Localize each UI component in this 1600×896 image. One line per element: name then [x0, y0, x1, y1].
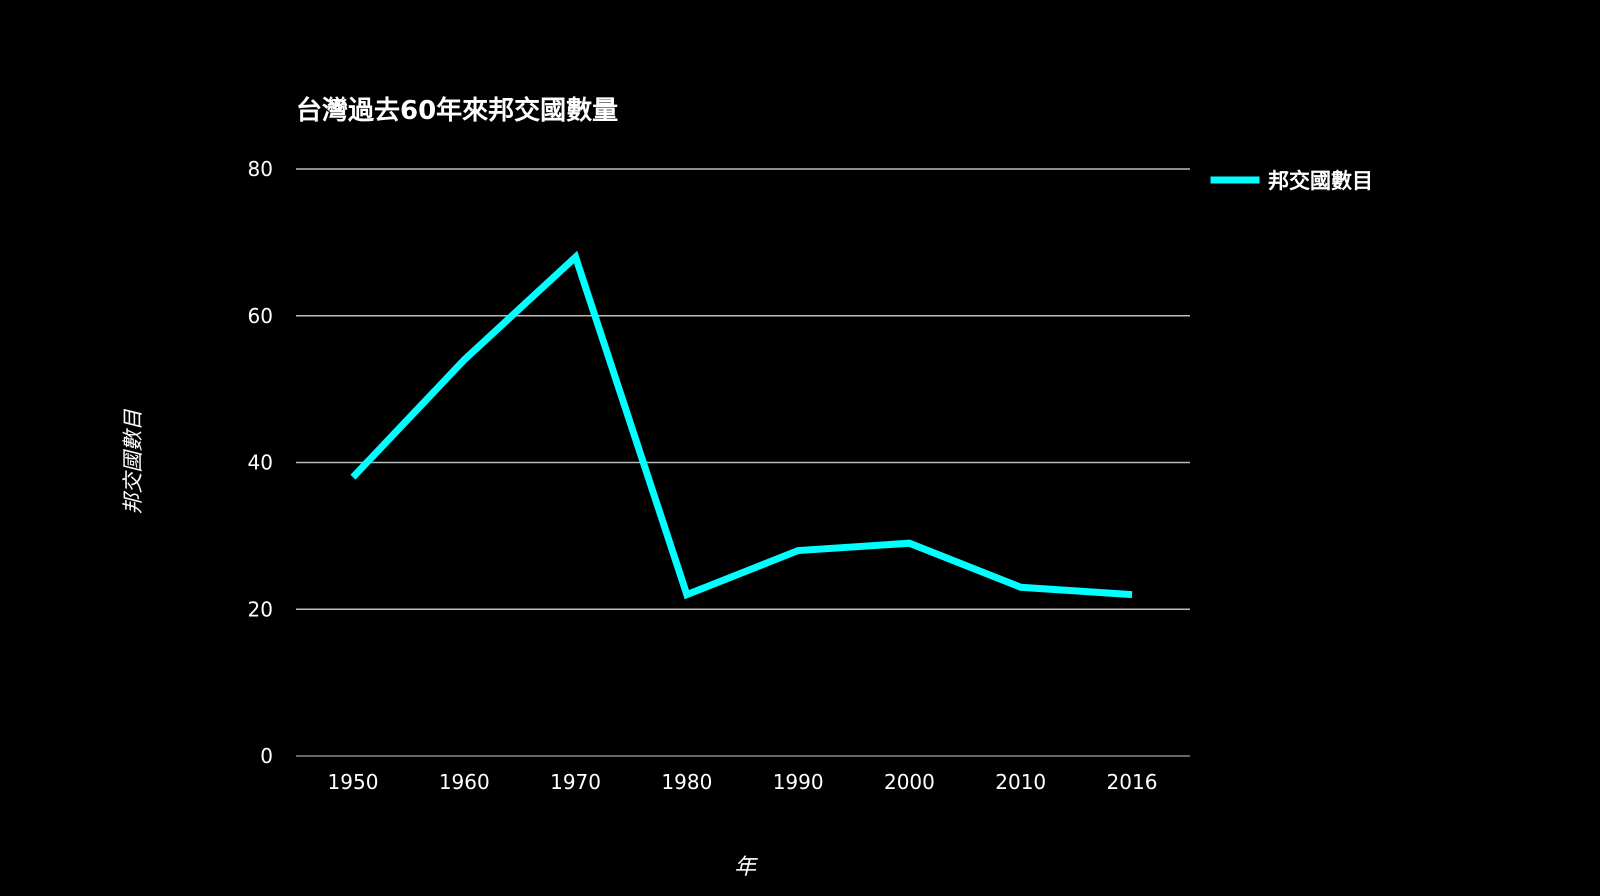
x-tick-label: 1960 — [439, 770, 490, 794]
series-line-1 — [350, 250, 1133, 600]
y-tick-label: 40 — [248, 451, 273, 475]
chart-title: 台灣過去60年來邦交國數量 — [296, 95, 618, 126]
x-axis-title: 年 — [734, 855, 758, 880]
x-tick-label: 1950 — [328, 770, 379, 794]
x-tick-label: 2016 — [1107, 770, 1158, 794]
y-axis-title: 邦交國數目 — [121, 409, 145, 515]
x-tick-label: 2010 — [995, 770, 1046, 794]
series-lines — [350, 250, 1133, 600]
x-axis-tick-labels: 1950 1960 1970 1980 1990 2000 2010 2016 — [328, 770, 1158, 794]
y-tick-label: 60 — [248, 304, 273, 328]
y-tick-label: 80 — [248, 157, 273, 181]
y-tick-label: 0 — [260, 744, 273, 768]
legend: 邦交國數目 — [1210, 169, 1373, 193]
gridlines — [296, 168, 1190, 757]
x-tick-label: 1980 — [661, 770, 712, 794]
x-tick-label: 1970 — [550, 770, 601, 794]
x-tick-label: 2000 — [884, 770, 935, 794]
legend-label-series-1: 邦交國數目 — [1268, 169, 1373, 193]
y-axis-tick-labels: 0 20 40 60 80 — [248, 157, 273, 768]
x-tick-label: 1990 — [773, 770, 824, 794]
y-tick-label: 20 — [248, 597, 273, 621]
